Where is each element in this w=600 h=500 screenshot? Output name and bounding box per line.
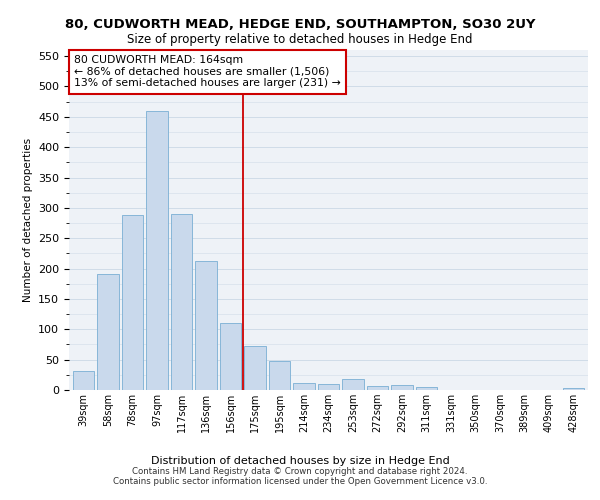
Text: Distribution of detached houses by size in Hedge End: Distribution of detached houses by size …	[151, 456, 449, 466]
Bar	[244, 346, 266, 390]
Bar	[367, 386, 388, 390]
Bar	[220, 323, 241, 390]
Bar	[269, 362, 290, 390]
Y-axis label: Number of detached properties: Number of detached properties	[23, 138, 32, 302]
Text: 80, CUDWORTH MEAD, HEDGE END, SOUTHAMPTON, SO30 2UY: 80, CUDWORTH MEAD, HEDGE END, SOUTHAMPTO…	[65, 18, 535, 30]
Bar	[146, 110, 168, 390]
Bar	[318, 384, 339, 390]
Bar	[391, 385, 413, 390]
Bar	[97, 274, 119, 390]
Bar	[171, 214, 193, 390]
Bar	[342, 379, 364, 390]
Text: 80 CUDWORTH MEAD: 164sqm
← 86% of detached houses are smaller (1,506)
13% of sem: 80 CUDWORTH MEAD: 164sqm ← 86% of detach…	[74, 55, 341, 88]
Bar	[563, 388, 584, 390]
Bar	[196, 262, 217, 390]
Text: Size of property relative to detached houses in Hedge End: Size of property relative to detached ho…	[127, 32, 473, 46]
Text: Contains HM Land Registry data © Crown copyright and database right 2024.: Contains HM Land Registry data © Crown c…	[132, 467, 468, 476]
Text: Contains public sector information licensed under the Open Government Licence v3: Contains public sector information licen…	[113, 477, 487, 486]
Bar	[122, 215, 143, 390]
Bar	[416, 387, 437, 390]
Bar	[293, 382, 315, 390]
Bar	[73, 371, 94, 390]
